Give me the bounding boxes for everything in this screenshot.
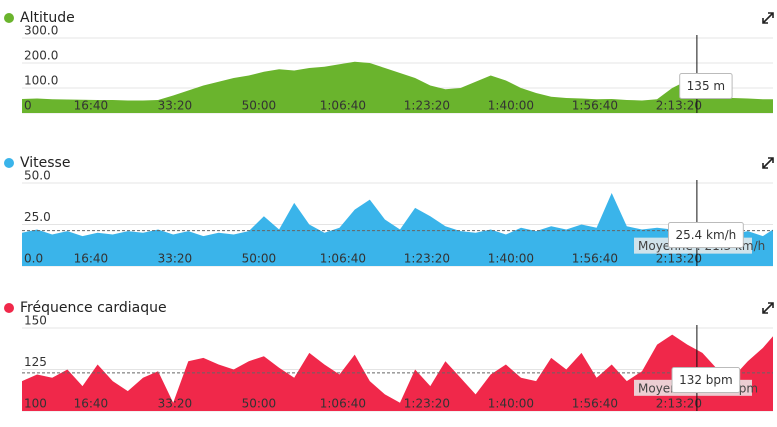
x-tick-label: 1:56:40: [572, 99, 618, 113]
tooltip-text: 135 m: [687, 79, 725, 93]
y-tick-label: 100.0: [24, 74, 58, 88]
tooltip-text: 25.4 km/h: [675, 228, 736, 242]
x-tick-label: 2:13:20: [656, 397, 702, 411]
x-tick-label: 1:56:40: [572, 252, 618, 266]
x-tick-label: 1:06:40: [320, 252, 366, 266]
expand-arrows[interactable]: [762, 157, 774, 169]
legend-dot: [4, 303, 14, 313]
x-tick-label: 1:40:00: [488, 397, 534, 411]
x-tick-label: 33:20: [158, 397, 193, 411]
x-tick-label: 16:40: [74, 99, 109, 113]
x-tick-label: 33:20: [158, 99, 193, 113]
chart-title: Fréquence cardiaque: [20, 300, 167, 316]
area: [22, 334, 773, 411]
x-tick-label: 2:13:20: [656, 252, 702, 266]
legend-dot: [4, 13, 14, 23]
y-tick-label: 50.0: [24, 169, 51, 183]
chart-title: Altitude: [20, 10, 75, 26]
y-tick-label: 25.0: [24, 210, 51, 224]
y-tick-label: 0: [24, 99, 32, 113]
tooltip-text: 132 bpm: [679, 373, 733, 387]
y-tick-label: 300.0: [24, 24, 58, 38]
tooltip-box: [671, 367, 741, 393]
y-tick-label: 0.0: [24, 252, 43, 266]
x-tick-label: 1:23:20: [404, 99, 450, 113]
area: [22, 193, 773, 266]
x-tick-label: 1:06:40: [320, 397, 366, 411]
legend-dot: [4, 158, 14, 168]
y-tick-label: 150: [24, 314, 47, 328]
x-tick-label: 50:00: [242, 252, 277, 266]
y-tick-label: 100: [24, 397, 47, 411]
x-tick-label: 1:40:00: [488, 99, 534, 113]
tooltip-box: [667, 222, 744, 248]
x-tick-label: 33:20: [158, 252, 193, 266]
x-tick-label: 1:56:40: [572, 397, 618, 411]
x-tick-label: 1:40:00: [488, 252, 534, 266]
x-tick-label: 50:00: [242, 397, 277, 411]
x-tick-label: 2:13:20: [656, 99, 702, 113]
x-tick-label: 1:06:40: [320, 99, 366, 113]
x-tick-label: 16:40: [74, 252, 109, 266]
area: [22, 61, 773, 113]
chart-title: Vitesse: [20, 155, 70, 171]
expand-arrows[interactable]: [762, 12, 774, 24]
x-tick-label: 50:00: [242, 99, 277, 113]
x-tick-label: 1:23:20: [404, 252, 450, 266]
y-tick-label: 200.0: [24, 49, 58, 63]
y-tick-label: 125: [24, 355, 47, 369]
x-tick-label: 1:23:20: [404, 397, 450, 411]
tooltip-box: [679, 73, 733, 99]
expand-arrows[interactable]: [762, 302, 774, 314]
x-tick-label: 16:40: [74, 397, 109, 411]
expand-icon[interactable]: [762, 12, 774, 314]
